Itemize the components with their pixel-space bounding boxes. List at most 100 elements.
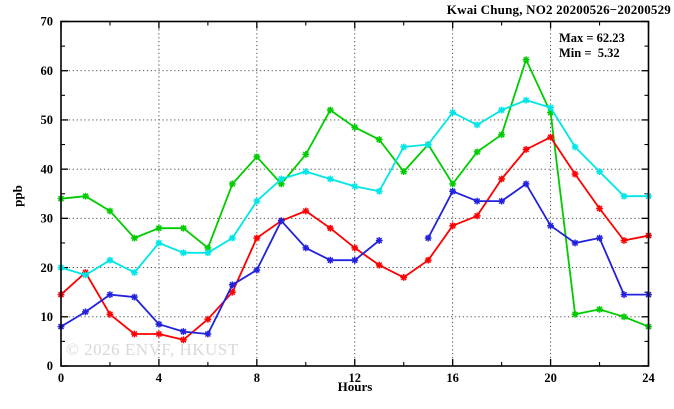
point-marker [620,237,628,244]
point-marker [106,310,114,318]
point-marker [547,133,554,141]
point-marker [571,239,579,247]
svg-text:40: 40 [41,162,54,176]
point-marker [400,168,408,176]
point-marker [375,261,383,269]
point-marker [253,234,261,242]
point-marker [375,136,383,144]
svg-text:8: 8 [254,371,260,385]
point-marker [302,168,310,176]
point-marker [253,197,261,205]
point-marker [179,328,187,335]
point-marker [302,207,310,215]
point-marker [204,249,212,257]
point-marker [106,291,114,299]
series-blue [57,180,652,338]
point-marker [155,320,163,328]
point-marker [82,308,89,316]
point-marker [449,180,457,188]
point-marker [253,153,261,161]
x-axis-label: Hours [337,379,373,394]
point-marker [498,175,506,183]
svg-text:70: 70 [41,15,54,29]
point-marker [400,274,408,281]
point-marker [326,106,334,114]
point-marker [424,141,432,148]
point-marker [131,269,138,276]
point-marker [620,192,628,200]
point-marker [302,244,310,252]
point-marker [449,222,457,230]
point-marker [571,310,579,318]
point-marker [82,271,89,279]
point-marker [326,256,334,264]
point-marker [253,266,261,274]
point-marker [473,148,481,156]
point-marker [131,330,138,338]
svg-text:20: 20 [41,261,54,275]
point-marker [547,104,554,112]
point-marker [204,315,212,323]
point-marker [131,293,138,301]
point-marker [155,239,163,247]
svg-text:10: 10 [41,310,54,324]
point-marker [82,192,89,200]
point-marker [228,281,236,289]
point-marker [106,256,114,264]
chart-title: Kwai Chung, NO2 20200526−20200529 [446,2,671,17]
point-marker [204,330,212,338]
point-marker [522,180,530,188]
maxmin-annotation: Max = 62.23 Min = 5.32 [559,31,625,61]
svg-text:20: 20 [544,371,557,385]
svg-text:30: 30 [41,212,54,226]
plot-border [60,20,650,367]
point-marker [277,175,285,183]
svg-text:12: 12 [349,371,362,385]
point-marker [498,197,506,205]
point-marker [375,237,383,244]
point-marker [351,244,359,252]
tick-labels: 0 10 20 30 40 50 60 70 0 4 8 12 16 20 24 [41,15,656,385]
watermark: © 2026 ENVF, HKUST [66,340,239,359]
point-marker [522,146,530,153]
point-marker [179,336,187,344]
max-label: Max = 62.23 [559,31,625,45]
point-marker [155,330,163,338]
svg-text:16: 16 [446,371,459,385]
point-marker [155,224,163,232]
point-marker [498,106,506,114]
point-marker [596,234,603,242]
svg-text:50: 50 [41,113,54,127]
point-marker [351,123,359,131]
point-marker [424,256,432,264]
svg-text:60: 60 [41,64,54,78]
svg-text:4: 4 [156,371,163,385]
point-marker [449,109,457,116]
point-marker [424,234,432,242]
point-marker [620,313,628,321]
point-marker [473,212,481,220]
point-marker [449,187,457,195]
point-marker [179,224,187,232]
point-marker [302,150,310,158]
svg-text:24: 24 [642,371,655,385]
svg-text:0: 0 [58,371,64,385]
point-marker [351,256,359,264]
y-axis-label: ppb [10,185,25,207]
point-marker [498,131,506,139]
series-cyan [57,96,652,279]
point-marker [106,207,114,215]
svg-text:0: 0 [47,359,53,373]
point-marker [522,56,530,64]
point-marker [179,249,187,257]
point-marker [351,182,359,190]
point-marker [228,180,236,188]
point-marker [522,96,530,104]
point-marker [277,217,285,225]
point-marker [375,187,383,195]
point-marker [131,234,138,242]
point-marker [228,288,236,296]
point-marker [571,170,579,178]
point-marker [596,306,603,313]
